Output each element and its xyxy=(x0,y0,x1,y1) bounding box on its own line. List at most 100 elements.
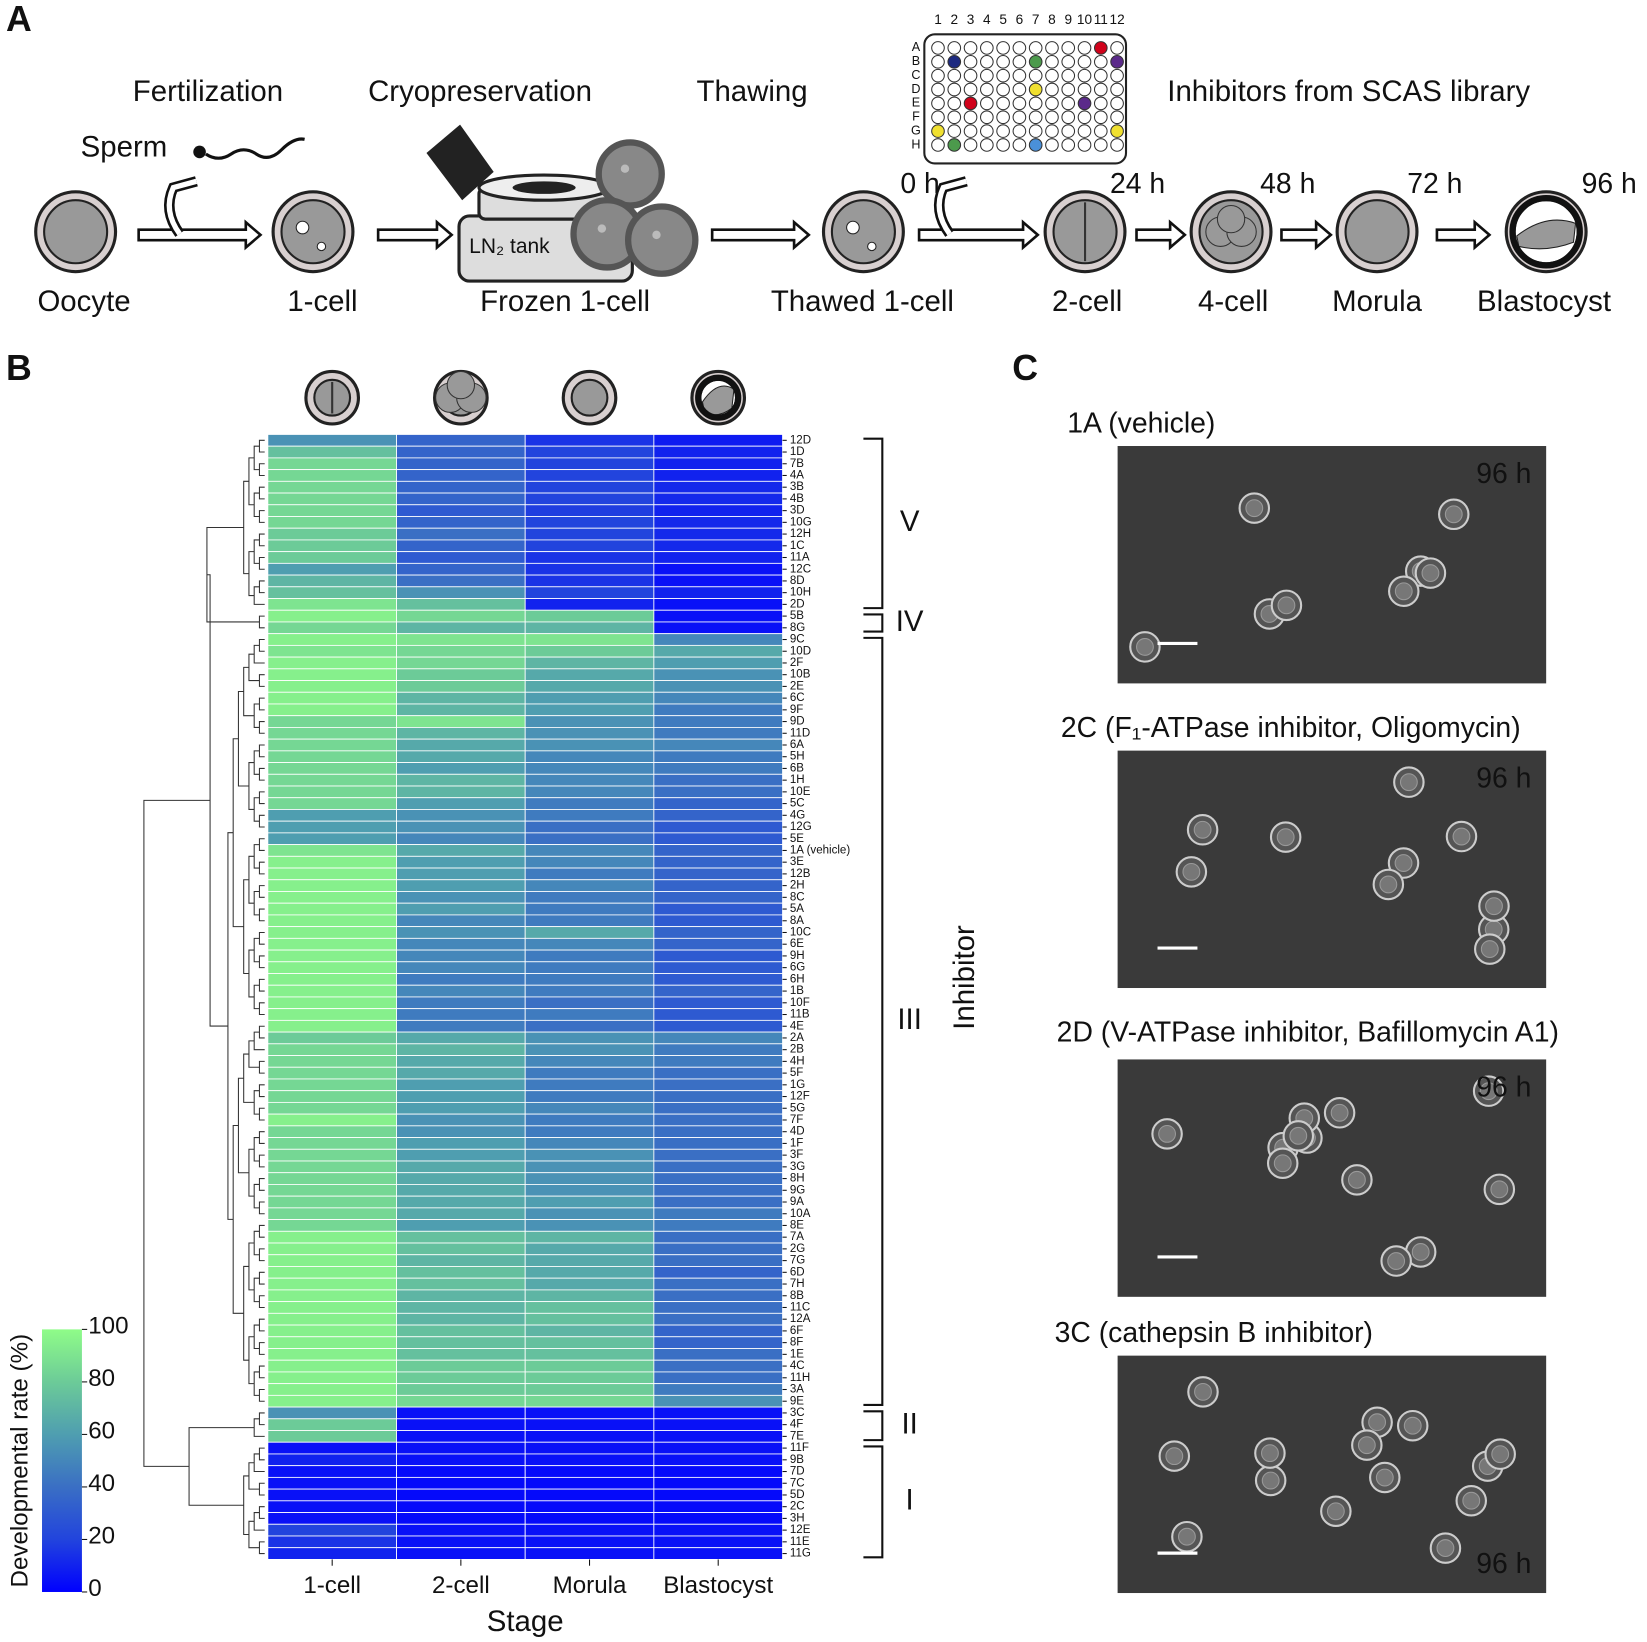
dendrogram-link xyxy=(188,1427,255,1506)
heatmap-cell xyxy=(267,914,397,928)
dendrogram-link xyxy=(243,1475,249,1536)
embryo-image-inner xyxy=(1245,499,1264,518)
row-label: 8H xyxy=(790,1173,805,1185)
heatmap-cell xyxy=(396,1465,526,1478)
dendrogram-link xyxy=(253,844,260,869)
cluster-bracket xyxy=(863,613,884,633)
heatmap-cell xyxy=(267,1453,397,1467)
row-label: 9G xyxy=(790,1184,805,1196)
heatmap-cell xyxy=(653,1160,783,1174)
row-label: 1E xyxy=(790,1348,804,1360)
heatmap-cell xyxy=(524,1254,655,1267)
heatmap-cell xyxy=(396,516,526,529)
heatmap-cell xyxy=(267,1207,397,1221)
embryo-image-inner xyxy=(1375,1468,1394,1487)
heatmap-cell xyxy=(396,492,526,506)
heatmap-cell xyxy=(267,1383,397,1396)
heatmap-cell xyxy=(524,1383,655,1396)
heatmap-cell xyxy=(653,1523,783,1537)
heatmap-cell xyxy=(267,445,397,459)
dendrogram-link xyxy=(258,1201,265,1215)
row-label: 3E xyxy=(790,856,804,868)
tank-lid xyxy=(426,124,494,201)
time-label: 96 h xyxy=(1582,168,1637,200)
heatmap-cell xyxy=(653,961,783,974)
colorbar-tick-label: 0 xyxy=(88,1575,101,1602)
dendrogram-link xyxy=(258,674,265,687)
heatmap-cell xyxy=(653,1078,783,1092)
row-label: 2E xyxy=(790,680,804,692)
dendrogram-link xyxy=(253,1183,260,1209)
heatmap-cell xyxy=(267,1465,397,1478)
dendrogram-link xyxy=(258,1002,265,1016)
heatmap-cell xyxy=(653,539,783,553)
row-label: 5C xyxy=(790,798,805,810)
frozen-nucleus xyxy=(652,230,661,240)
heatmap-cell xyxy=(524,1500,655,1513)
heatmap-cell xyxy=(267,598,397,611)
image-time: 96 h xyxy=(1476,458,1531,490)
heatmap-cell xyxy=(524,844,655,857)
embryo-image-inner xyxy=(1399,773,1418,792)
row-label: 9A xyxy=(790,1196,804,1208)
heatmap-cell xyxy=(653,879,783,892)
well xyxy=(1028,124,1043,138)
row-label: 11B xyxy=(790,1009,810,1021)
heatmap-cell xyxy=(653,527,783,541)
well xyxy=(1093,110,1108,125)
heatmap-cell xyxy=(396,1430,526,1443)
arrow xyxy=(1280,219,1333,251)
dendrogram-link xyxy=(258,1506,265,1519)
well xyxy=(1077,138,1092,152)
dendrogram-link xyxy=(248,855,255,904)
heatmap-cell xyxy=(653,1148,783,1162)
heatmap-cell xyxy=(396,1019,526,1033)
heatmap-cell xyxy=(396,539,526,553)
row-label: 3D xyxy=(790,505,805,517)
dendrogram-link xyxy=(253,1324,260,1350)
heatmap-cell xyxy=(653,1289,783,1303)
well xyxy=(947,41,962,55)
heatmap-cell xyxy=(653,1242,783,1256)
well xyxy=(1045,82,1059,97)
heatmap-cell xyxy=(524,726,655,740)
heatmap-cell xyxy=(524,1348,655,1361)
cluster-label: III xyxy=(897,1003,922,1036)
heatmap-cell xyxy=(524,539,655,553)
colorbar-tick-label: 100 xyxy=(88,1313,128,1340)
heatmap-cell xyxy=(524,855,655,869)
dendrogram-link xyxy=(258,1447,265,1461)
heatmap-cell xyxy=(267,1535,397,1549)
stage-label: 2-cell xyxy=(1052,285,1122,318)
dendrogram-link xyxy=(258,1342,265,1355)
dendrogram-link xyxy=(227,832,234,1220)
heatmap-cell xyxy=(396,1301,526,1314)
embryo-image-inner xyxy=(1452,827,1471,846)
heatmap-cell xyxy=(396,1055,526,1068)
well xyxy=(1012,41,1027,55)
heatmap-cell xyxy=(396,1523,526,1537)
embryo-inner xyxy=(830,199,896,265)
row-label: 8E xyxy=(790,1219,804,1231)
plate-column: 9 xyxy=(1064,12,1072,27)
heatmap-cell xyxy=(267,633,397,646)
dendrogram-link xyxy=(258,978,265,992)
heatmap-cell xyxy=(653,1488,783,1502)
embryo-image-inner xyxy=(1347,1170,1366,1189)
dendrogram-link xyxy=(258,697,265,711)
heatmap-cell xyxy=(524,621,655,635)
heatmap-cell xyxy=(524,715,655,728)
heatmap-cell xyxy=(267,434,397,447)
stage-label: 1-cell xyxy=(287,285,357,318)
heatmap-cell xyxy=(267,1512,397,1525)
dendrogram-link xyxy=(258,814,265,828)
heatmap-cell xyxy=(396,937,526,951)
row-label: 3C xyxy=(790,1407,805,1419)
row-label: 11C xyxy=(790,1302,810,1314)
well xyxy=(1028,110,1043,125)
heatmap-cell xyxy=(396,973,526,986)
heatmap-cell xyxy=(524,1101,655,1115)
plate-column: 10 xyxy=(1077,12,1093,27)
dendrogram-link xyxy=(258,838,265,851)
heatmap-cell xyxy=(267,492,397,506)
